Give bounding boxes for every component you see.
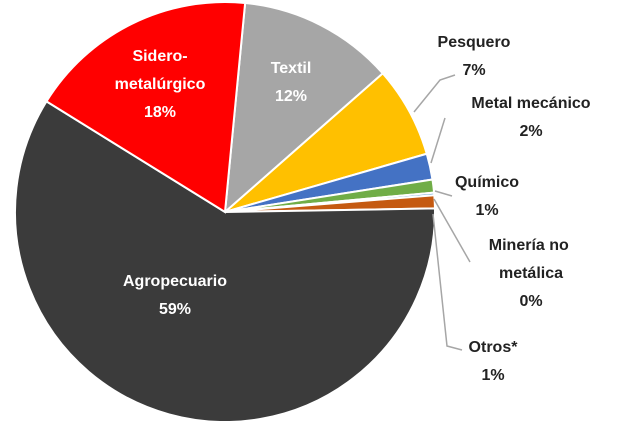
leader-line [434,190,453,197]
slice-label: Agropecuario [123,273,227,290]
value-label: 0% [519,293,542,310]
label-line: Minería no [489,237,573,254]
leader-line [432,213,463,351]
label-line: Sidero- [132,48,187,65]
slice-label: Químico [455,174,519,191]
label-line: metálica [499,265,563,282]
leader-line [413,74,456,113]
label-line: Pesquero [438,34,511,51]
value-label: 2% [519,123,542,140]
leader-line [433,198,471,263]
value-label: 7% [462,62,485,79]
label-line: Metal mecánico [471,95,590,112]
value-label: 18% [144,104,176,121]
value-label: 1% [475,202,498,219]
slice-label: Pesquero [438,34,511,51]
slice-label: Otros* [469,339,519,356]
label-line: Otros* [469,339,519,356]
slice-label: Minería no metálica [489,237,573,282]
value-label: 12% [275,88,307,105]
label-line: metalúrgico [115,76,206,93]
leader-line [430,117,446,164]
label-line: Químico [455,174,519,191]
slice-label: Textil [271,60,312,77]
value-label: 59% [159,301,191,318]
slice-label: Metal mecánico [471,95,590,112]
label-line: Agropecuario [123,273,227,290]
label-line: Textil [271,60,312,77]
slice-label: Sidero-metalúrgico [115,48,206,93]
pie-slice [14,100,436,421]
pie-slice [45,1,247,214]
pie-slice [223,1,385,215]
value-label: 1% [481,367,504,384]
